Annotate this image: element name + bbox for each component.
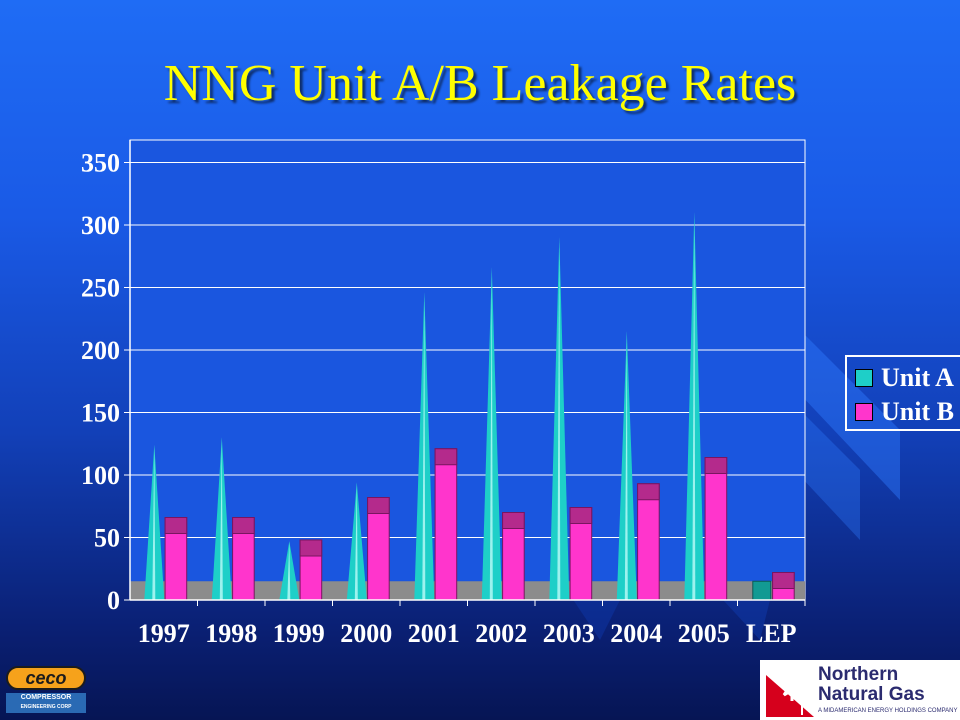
spike-highlight-unit-a: [354, 482, 358, 600]
bar-cap-unit-b: [164, 517, 188, 534]
bar-unit-b: [434, 448, 458, 601]
legend-item-unit-a: Unit A: [855, 363, 954, 393]
spike-highlight-unit-a: [557, 237, 561, 600]
bar-cap-unit-b: [367, 497, 390, 514]
bar-cap-unit-b: [772, 572, 795, 589]
nng-logo-tagline: A MIDAMERICAN ENERGY HOLDINGS COMPANY: [818, 708, 958, 714]
y-tick-label: 100: [81, 461, 120, 490]
x-tick-label: LEP: [746, 619, 797, 648]
spike-highlight-unit-a: [287, 541, 291, 600]
y-tick-label: 250: [81, 274, 120, 303]
x-tick-label: 2004: [610, 619, 662, 648]
x-tick-label: 1998: [205, 619, 257, 648]
nng-flame-icon: [766, 675, 814, 717]
spike-highlight-unit-a: [624, 331, 628, 600]
bar-unit-a: [752, 580, 772, 601]
spike-highlight-unit-a: [152, 445, 156, 600]
plot-area: [129, 139, 806, 601]
x-tick-label: 2000: [340, 619, 392, 648]
slide-title: NNG Unit A/B Leakage Rates: [163, 55, 797, 112]
x-tick-label: 2002: [475, 619, 527, 648]
northern-natural-gas-logo: Northern Natural Gas A MIDAMERICAN ENERG…: [760, 660, 960, 720]
chart-legend: Unit A Unit B: [845, 355, 960, 431]
x-tick-label: 2003: [543, 619, 595, 648]
legend-label-unit-a: Unit A: [881, 363, 954, 392]
bar-cap-unit-b: [637, 483, 660, 501]
ceco-logo-word: ceco: [6, 666, 86, 690]
bar-unit-b: [637, 483, 660, 601]
ceco-logo-line1: COMPRESSOR: [20, 694, 72, 701]
x-tick-label: 2005: [678, 619, 730, 648]
legend-label-unit-b: Unit B: [881, 397, 954, 426]
spike-highlight-unit-a: [692, 212, 696, 600]
spike-highlight-unit-a: [422, 292, 426, 600]
ceco-logo: ceco COMPRESSOR ENGINEERING CORP: [2, 662, 90, 716]
y-tick-label: 0: [107, 586, 120, 615]
bar-cap-unit-b: [434, 448, 458, 466]
y-tick-label: 350: [81, 149, 120, 178]
spike-highlight-unit-a: [219, 437, 223, 600]
y-tick-label: 50: [94, 524, 120, 553]
y-tick-label: 150: [81, 399, 120, 428]
bar-cap-unit-b: [704, 457, 728, 474]
legend-item-unit-b: Unit B: [855, 397, 954, 427]
x-tick-label: 2001: [408, 619, 460, 648]
nng-logo-line1: Northern: [818, 664, 899, 685]
nng-logo-line2: Natural Gas: [818, 684, 925, 705]
legend-swatch-unit-b: [855, 403, 873, 421]
bar-cap-unit-b: [502, 512, 525, 529]
spike-highlight-unit-a: [489, 267, 493, 600]
y-tick-label: 200: [81, 336, 120, 365]
legend-swatch-unit-a: [855, 369, 873, 387]
ceco-logo-band: COMPRESSOR ENGINEERING CORP: [6, 693, 86, 713]
bar-cap-unit-b: [569, 507, 593, 524]
bar-cap-unit-b: [299, 539, 323, 557]
ceco-logo-line2: ENGINEERING CORP: [20, 704, 72, 710]
bar-cap-unit-b: [232, 517, 255, 534]
x-tick-label: 1999: [273, 619, 325, 648]
x-tick-label: 1997: [138, 619, 190, 648]
bar-unit-b: [704, 457, 728, 601]
y-tick-label: 300: [81, 211, 120, 240]
